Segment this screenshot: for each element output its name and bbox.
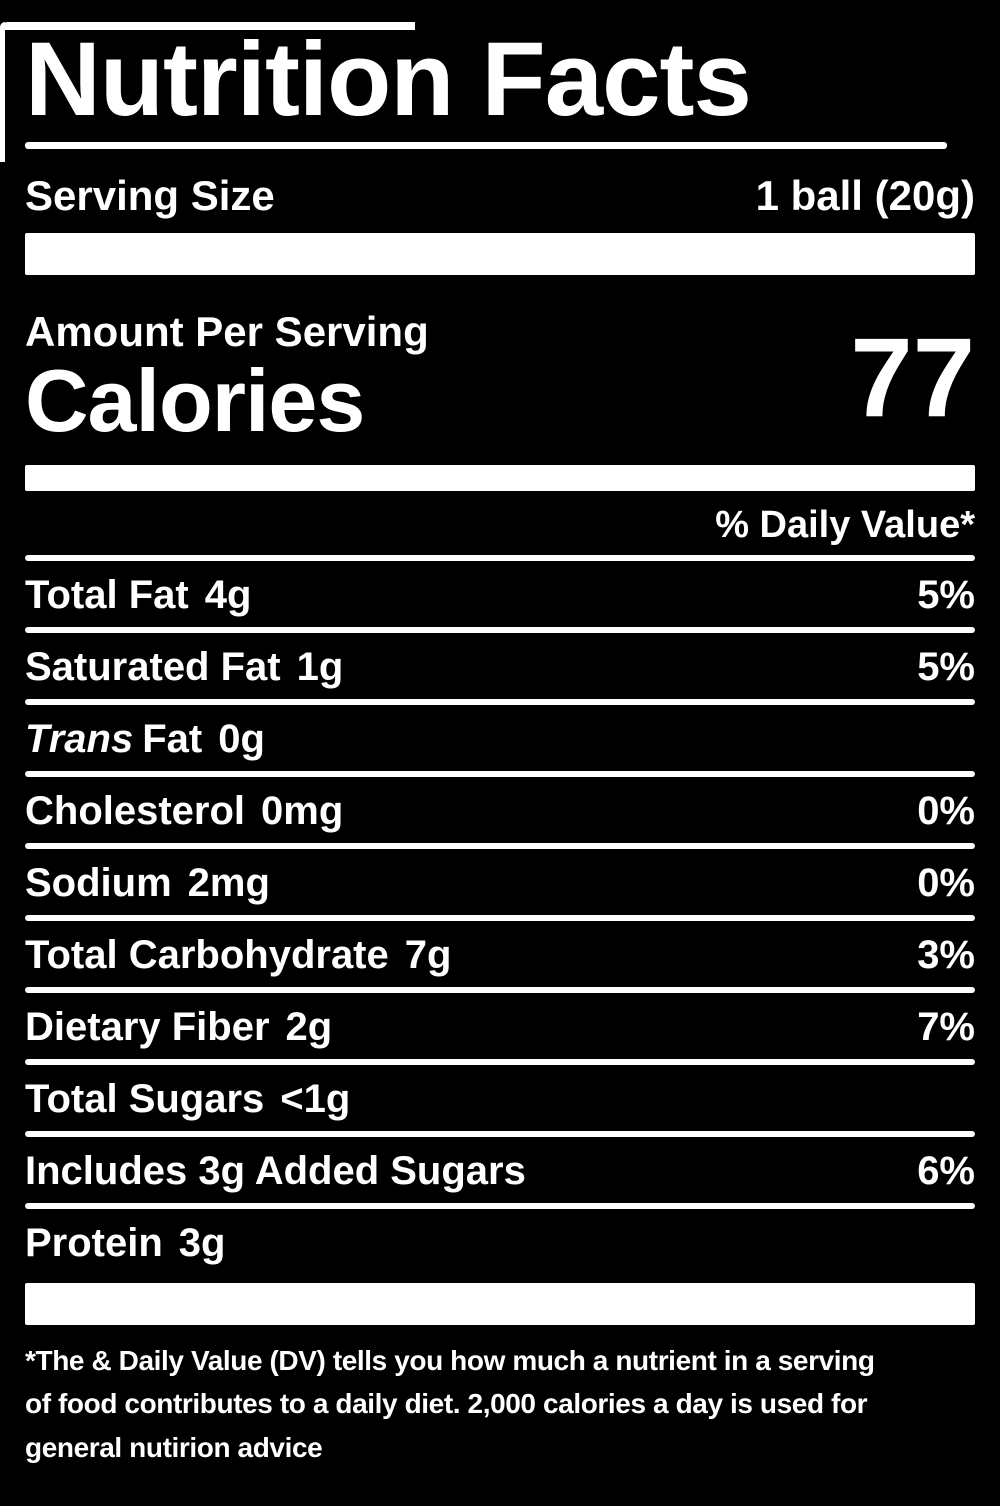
nutrient-amount: 4g [204, 573, 252, 618]
nutrient-name: Saturated Fat 1g [25, 645, 344, 690]
nutrient-row-saturated-fat: Saturated Fat 1g 5% [25, 633, 975, 699]
nutrient-name: Includes 3g Added Sugars [25, 1149, 526, 1194]
nutrient-row-total-fat: Total Fat 4g 5% [25, 561, 975, 627]
calories-value: 77 [850, 314, 975, 440]
footnote-line: of food contributes to a daily diet. 2,0… [25, 1388, 868, 1420]
calories-section: Amount Per Serving Calories 77 [25, 307, 975, 450]
nutrient-amount: <1g [280, 1077, 351, 1122]
row-divider [25, 915, 975, 922]
nutrient-amount: 2g [285, 1005, 333, 1050]
nutrient-daily-value: 0% [917, 789, 975, 834]
label-title: Nutrition Facts [25, 21, 752, 138]
row-divider [25, 1131, 975, 1138]
row-divider [25, 771, 975, 778]
nutrient-name: Trans Fat 0g [25, 717, 265, 762]
nutrient-row-total-sugars: Total Sugars <1g [25, 1065, 975, 1131]
nutrient-row-sodium: Sodium 2mg 0% [25, 849, 975, 915]
amount-per-serving-label: Amount Per Serving [25, 307, 429, 355]
separator-bar-thick-bottom [25, 1283, 975, 1326]
nutrient-daily-value: 6% [917, 1149, 975, 1194]
daily-value-divider [25, 555, 975, 562]
separator-bar-thick [25, 232, 975, 275]
label-border-top [0, 22, 415, 30]
nutrient-row-added-sugars: Includes 3g Added Sugars 6% [25, 1137, 975, 1203]
nutrient-name: Cholesterol 0mg [25, 789, 344, 834]
nutrient-row-protein: Protein 3g [25, 1209, 975, 1275]
nutrient-daily-value: 5% [917, 645, 975, 690]
footnote: *The & Daily Value (DV) tells you how mu… [25, 1339, 975, 1469]
nutrient-row-trans-fat: Trans Fat 0g [25, 705, 975, 771]
nutrition-facts-label: Nutrition Facts Serving Size 1 ball (20g… [0, 22, 1000, 1469]
row-divider [25, 1203, 975, 1210]
nutrient-name: Total Sugars <1g [25, 1077, 351, 1122]
row-divider [25, 627, 975, 634]
nutrient-name: Total Carbohydrate 7g [25, 933, 452, 978]
label-border-left [0, 22, 5, 162]
nutrient-amount: 0mg [261, 789, 344, 834]
serving-size-value: 1 ball (20g) [755, 171, 975, 219]
nutrient-name: Sodium 2mg [25, 861, 270, 906]
nutrient-amount: 3g [178, 1221, 226, 1266]
separator-bar-medium [25, 465, 975, 492]
nutrient-amount: 1g [296, 645, 344, 690]
nutrient-amount: 7g [404, 933, 452, 978]
calories-left-stack: Amount Per Serving Calories [25, 307, 429, 450]
nutrient-name: Protein 3g [25, 1221, 226, 1266]
nutrient-daily-value: 3% [917, 933, 975, 978]
nutrient-amount: 2mg [187, 861, 270, 906]
nutrient-daily-value: 7% [917, 1005, 975, 1050]
nutrient-row-dietary-fiber: Dietary Fiber 2g 7% [25, 993, 975, 1059]
footnote-line: general nutirion advice [25, 1431, 323, 1463]
row-divider [25, 1059, 975, 1066]
nutrient-name: Total Fat 4g [25, 573, 252, 618]
nutrient-daily-value: 5% [917, 573, 975, 618]
serving-size-row: Serving Size 1 ball (20g) [25, 171, 975, 219]
nutrient-daily-value: 0% [917, 861, 975, 906]
row-divider [25, 843, 975, 850]
title-divider [25, 141, 947, 149]
nutrient-row-total-carbohydrate: Total Carbohydrate 7g 3% [25, 921, 975, 987]
nutrient-amount: 0g [218, 717, 265, 762]
footnote-line: *The & Daily Value (DV) tells you how mu… [25, 1345, 875, 1377]
serving-size-label: Serving Size [25, 171, 275, 219]
nutrient-row-cholesterol: Cholesterol 0mg 0% [25, 777, 975, 843]
daily-value-header: % Daily Value* [715, 504, 975, 547]
row-divider [25, 987, 975, 994]
calories-label: Calories [25, 350, 365, 450]
nutrient-name: Dietary Fiber 2g [25, 1005, 333, 1050]
row-divider [25, 699, 975, 706]
